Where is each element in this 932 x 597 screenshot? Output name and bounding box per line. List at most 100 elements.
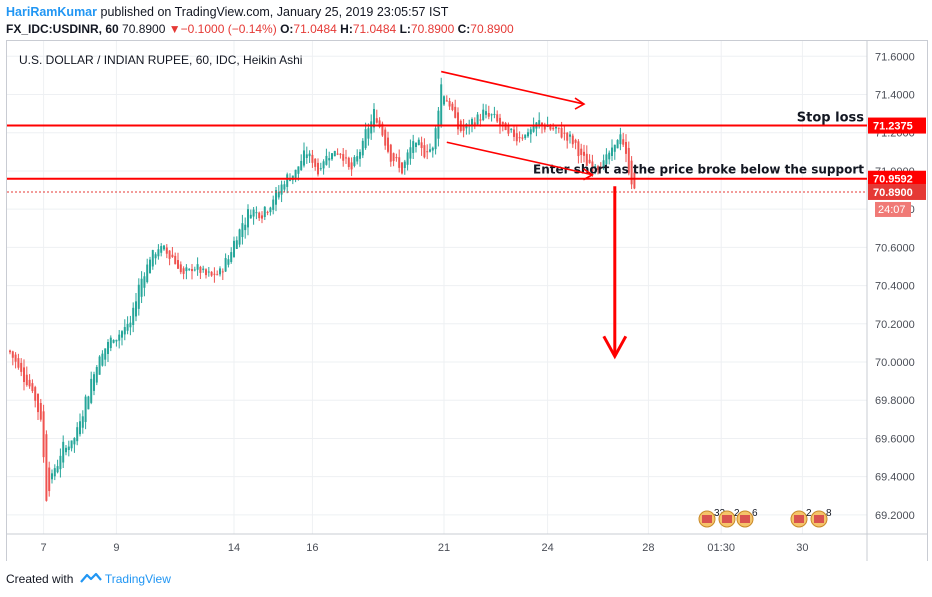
candle-body	[311, 154, 314, 163]
candle-body	[25, 374, 28, 386]
candle-body	[378, 120, 381, 127]
candle-body	[403, 161, 406, 169]
candle-body	[395, 157, 398, 159]
candle-body	[154, 254, 157, 259]
candle-body	[28, 379, 31, 387]
candle-body	[230, 252, 233, 263]
candle-body	[359, 151, 361, 159]
candle-body	[611, 147, 613, 157]
candle-body	[241, 223, 244, 238]
candle-body	[398, 157, 401, 168]
candle-body	[51, 473, 53, 480]
candle-body	[370, 121, 373, 134]
candle-body	[277, 191, 280, 198]
open-label: O:	[280, 22, 294, 36]
candle-body	[317, 162, 319, 175]
candle-body	[84, 396, 87, 423]
candle-body	[426, 151, 429, 153]
candle-body	[48, 467, 51, 492]
candle-body	[364, 129, 367, 149]
candle-body	[622, 139, 625, 145]
candle-body	[350, 162, 353, 170]
candle-body	[23, 367, 25, 383]
candle-body	[112, 339, 115, 343]
y-tick-label: 70.2000	[875, 319, 915, 331]
event-count: 2	[734, 508, 740, 519]
candle-body	[255, 212, 258, 214]
y-tick-label: 69.4000	[875, 472, 915, 484]
tradingview-logo-icon[interactable]	[79, 572, 102, 584]
ohlc-line: FX_IDC:USDINR, 60 70.8900 ▼−0.1000 (−0.1…	[6, 22, 514, 36]
candle-body	[415, 142, 417, 148]
candle-body	[11, 351, 14, 358]
candle-body	[45, 434, 48, 501]
stop-loss-label: Stop loss	[797, 111, 864, 126]
candle-body	[580, 148, 583, 155]
candle-body	[95, 367, 98, 383]
x-tick-label: 21	[438, 542, 450, 554]
candle-body	[31, 383, 34, 392]
low-value: 70.8900	[410, 22, 455, 36]
candle-body	[213, 273, 216, 275]
candle-body	[104, 348, 107, 360]
candle-body	[555, 126, 557, 129]
price-label-box	[868, 183, 926, 200]
channel-lower-line	[446, 141, 593, 176]
down-arrow-head	[602, 335, 628, 360]
candle-body	[445, 100, 448, 102]
candle-body	[109, 337, 112, 349]
channel-upper-line	[441, 70, 585, 105]
candle-body	[62, 441, 65, 463]
candle-body	[521, 137, 524, 139]
candle-body	[283, 184, 286, 190]
candle-body	[67, 446, 70, 451]
candle-body	[70, 440, 73, 449]
candle-body	[146, 264, 149, 283]
countdown-box	[875, 201, 911, 217]
event-count: 33	[714, 508, 726, 519]
candle-body	[451, 103, 454, 110]
candle-body	[20, 362, 23, 372]
tradingview-brand[interactable]: TradingView	[104, 572, 171, 586]
candle-body	[165, 247, 168, 254]
author-link[interactable]: HariRamKumar	[6, 5, 98, 19]
candle-body	[527, 132, 529, 137]
candle-body	[328, 158, 331, 161]
candle-body	[342, 154, 345, 161]
event-count: 2	[806, 508, 812, 519]
y-tick-label: 69.8000	[875, 395, 915, 407]
candle-body	[541, 122, 543, 126]
candle-body	[331, 153, 333, 160]
high-value: 71.0484	[352, 22, 397, 36]
candle-body	[207, 271, 210, 273]
candle-body	[479, 119, 482, 121]
countdown-text: 24:07	[878, 204, 906, 216]
candle-body	[261, 215, 263, 219]
candle-body	[471, 119, 473, 126]
candle-body	[557, 127, 560, 129]
candle-body	[14, 354, 17, 362]
candle-body	[457, 112, 459, 130]
candle-body	[182, 268, 185, 274]
candle-body	[499, 117, 501, 126]
low-label: L:	[399, 22, 411, 36]
candle-body	[286, 174, 289, 187]
channel-upper-arrowhead	[574, 97, 586, 110]
candle-body	[454, 106, 457, 118]
candle-body	[476, 114, 479, 125]
candle-body	[39, 403, 42, 420]
x-tick-label: 16	[306, 542, 318, 554]
candle-body	[552, 127, 555, 130]
candle-body	[185, 267, 188, 272]
candle-body	[275, 190, 277, 205]
price-chart[interactable]: 71.600071.400071.200071.000070.800070.60…	[7, 41, 927, 561]
candle-body	[532, 125, 535, 132]
y-tick-label: 69.6000	[875, 433, 915, 445]
us-flag-icon	[722, 515, 732, 523]
candle-body	[219, 268, 221, 275]
candle-body	[179, 264, 182, 273]
candle-body	[233, 240, 235, 258]
candle-body	[56, 466, 59, 473]
candle-body	[79, 421, 81, 435]
candle-body	[81, 416, 84, 428]
